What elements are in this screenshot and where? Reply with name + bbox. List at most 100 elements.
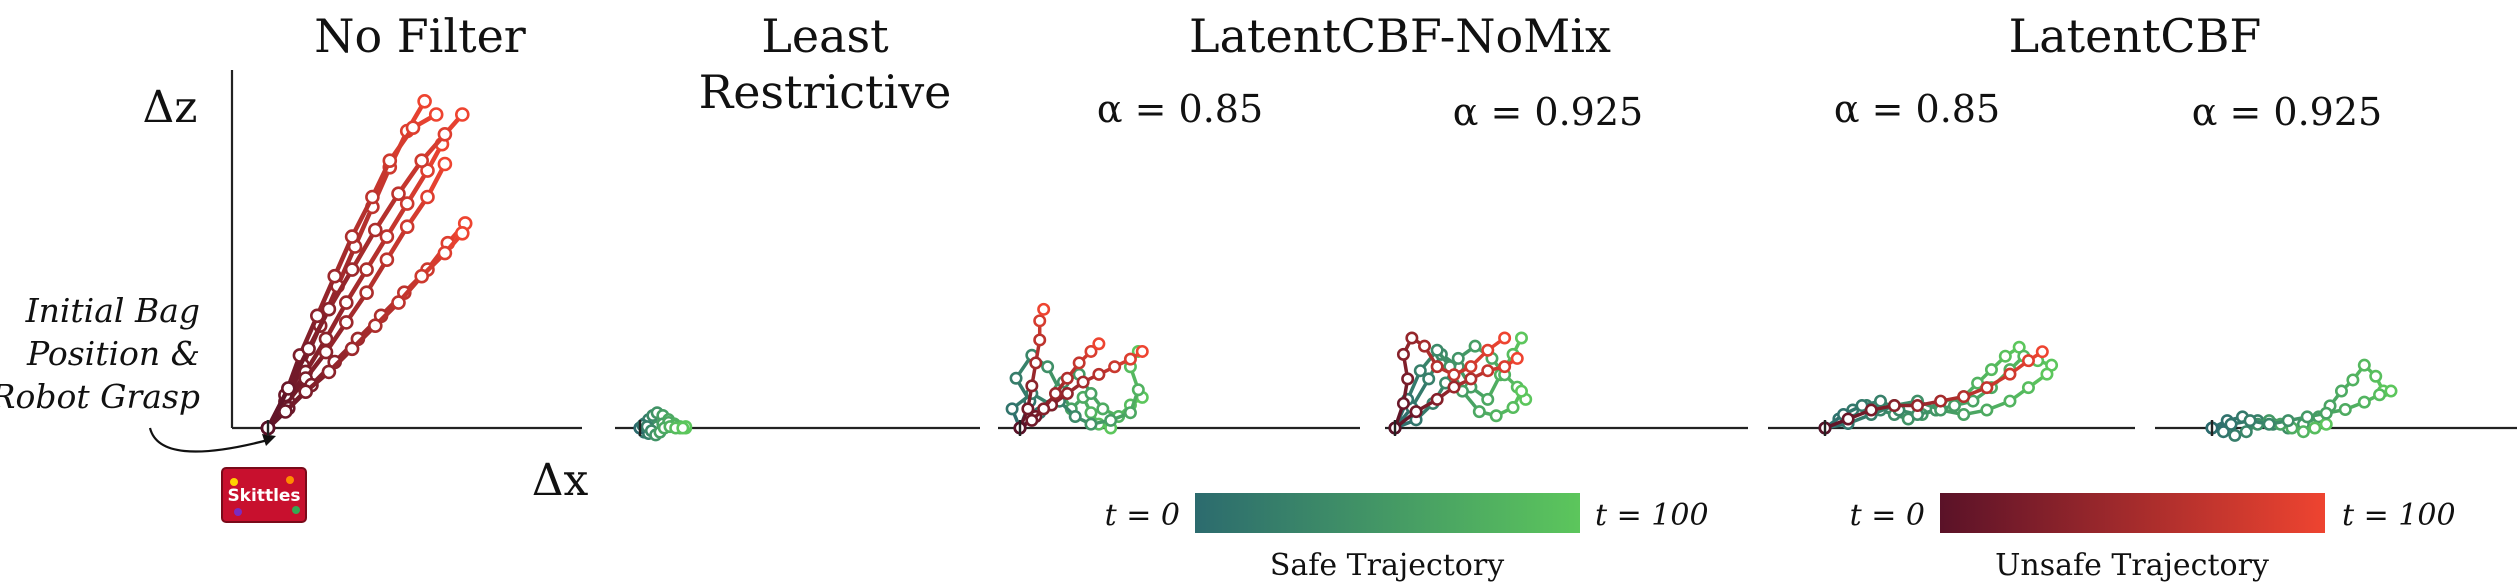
trajectory-point [2357, 358, 2371, 372]
trajectory-point [428, 107, 444, 122]
trajectory-point [676, 421, 690, 435]
trajectory-point [1873, 394, 1887, 408]
trajectory-point [1481, 343, 1495, 357]
trajectory-point [1084, 417, 1098, 431]
trajectory-point [367, 318, 383, 334]
trajectory-point [1841, 412, 1855, 426]
trajectory-point [1489, 409, 1503, 423]
trajectory-point [1084, 406, 1098, 420]
x-axis-label: Δx [532, 455, 589, 506]
trajectory-point [1025, 379, 1039, 393]
trajectory-point [1048, 387, 1062, 401]
trajectory-point [1418, 339, 1432, 353]
alpha-label-cbf-0925: α = 0.925 [2192, 90, 2382, 134]
trajectory-point [1864, 403, 1878, 417]
trajectory-point [321, 364, 337, 380]
colorbar-unsafe-label: Unsafe Trajectory [1995, 548, 2269, 583]
colorbar-safe-start-label: t = 0 [1105, 498, 1180, 533]
trajectory-point [379, 252, 395, 268]
trajectory-point [1009, 371, 1023, 385]
trajectory-point [1980, 403, 1994, 417]
trajectory-point [1033, 333, 1047, 347]
trajectory-segment [306, 306, 332, 352]
trajectory-point [1401, 372, 1415, 386]
trajectory-point [1135, 344, 1149, 358]
trajectory-point [1068, 410, 1082, 424]
trajectory-panel-6 [2205, 358, 2398, 442]
trajectory-point [437, 245, 453, 261]
trajectory-point [1464, 360, 1478, 374]
trajectory-point [1506, 401, 1520, 415]
trajectory-point [399, 219, 415, 234]
trajectory-point [1033, 314, 1047, 328]
trajectory-point [359, 262, 374, 277]
trajectory-point [2281, 414, 2295, 428]
trajectory-point [298, 384, 314, 400]
trajectory-point [1947, 399, 1961, 413]
note-line-1: Initial Bag [25, 291, 200, 330]
trajectory-point [414, 153, 430, 168]
trajectory-point [1430, 360, 1444, 374]
note-line-3: Robot Grasp [0, 377, 200, 416]
trajectory-point [1092, 337, 1106, 351]
trajectory-point [454, 107, 470, 122]
note-arrow [148, 427, 269, 453]
trajectory-point [2384, 384, 2398, 398]
trajectory-point [2239, 425, 2253, 439]
trajectory-point [2003, 394, 2017, 408]
trajectory-point [1084, 387, 1098, 401]
trajectory-point [1409, 405, 1423, 419]
trajectory-point [1405, 331, 1419, 345]
y-axis-label: Δz [143, 82, 198, 133]
trajectory-point [367, 222, 383, 238]
panel-title-no-filter: No Filter [314, 9, 526, 63]
trajectory-segment [286, 346, 311, 391]
trajectory-point [1041, 360, 1055, 374]
trajectory-point [1451, 351, 1465, 365]
trajectory-point [420, 189, 435, 205]
colorbar-safe-end-label: t = 100 [1595, 498, 1709, 533]
trajectory-point [1980, 381, 1994, 395]
trajectory-point [391, 295, 406, 310]
trajectory-point [344, 229, 360, 244]
trajectory-point [391, 186, 406, 201]
trajectory-segment [265, 386, 291, 431]
trajectory-point [2300, 410, 2314, 424]
trajectory-point [1413, 364, 1427, 378]
trajectory-point [1514, 331, 1528, 345]
trajectory-segment [326, 267, 355, 312]
trajectory-point [359, 285, 374, 301]
trajectory-point [1510, 351, 1524, 365]
trajectory-point [2373, 388, 2387, 402]
trajectory-point [1984, 363, 1998, 377]
panel-title-least-restrictive-1: Least [761, 9, 889, 63]
trajectory-point [2369, 369, 2383, 383]
colorbar-safe [1195, 493, 1580, 533]
trajectory-point [1447, 380, 1461, 394]
trajectory-point [2338, 403, 2352, 417]
trajectory-point [1072, 356, 1086, 370]
trajectory-point [2262, 417, 2276, 431]
trajectory-point [1076, 375, 1090, 389]
trajectory-point [280, 381, 296, 396]
trajectory-point [2040, 367, 2054, 381]
trajectory-point [1422, 372, 1436, 386]
trajectory-point [318, 344, 334, 360]
trajectory-point [2003, 367, 2017, 381]
colorbar-unsafe [1940, 493, 2325, 533]
alpha-label-nomix-085: α = 0.85 [1097, 87, 1263, 131]
trajectory-point [417, 94, 432, 109]
trajectory-point [1037, 302, 1051, 316]
trajectory-point [1430, 343, 1444, 357]
panel-title-least-restrictive-2: Restrictive [699, 65, 952, 119]
trajectory-point [2224, 417, 2238, 431]
trajectory-point [1084, 344, 1098, 358]
trajectory-point [2334, 384, 2348, 398]
trajectory-layer [260, 94, 2398, 442]
trajectory-point [1104, 413, 1118, 427]
note-arrowhead [262, 434, 276, 446]
trajectory-point [2035, 345, 2049, 359]
trajectory-point [2243, 414, 2257, 428]
trajectory-point [382, 153, 398, 168]
trajectory-point [1005, 402, 1019, 416]
